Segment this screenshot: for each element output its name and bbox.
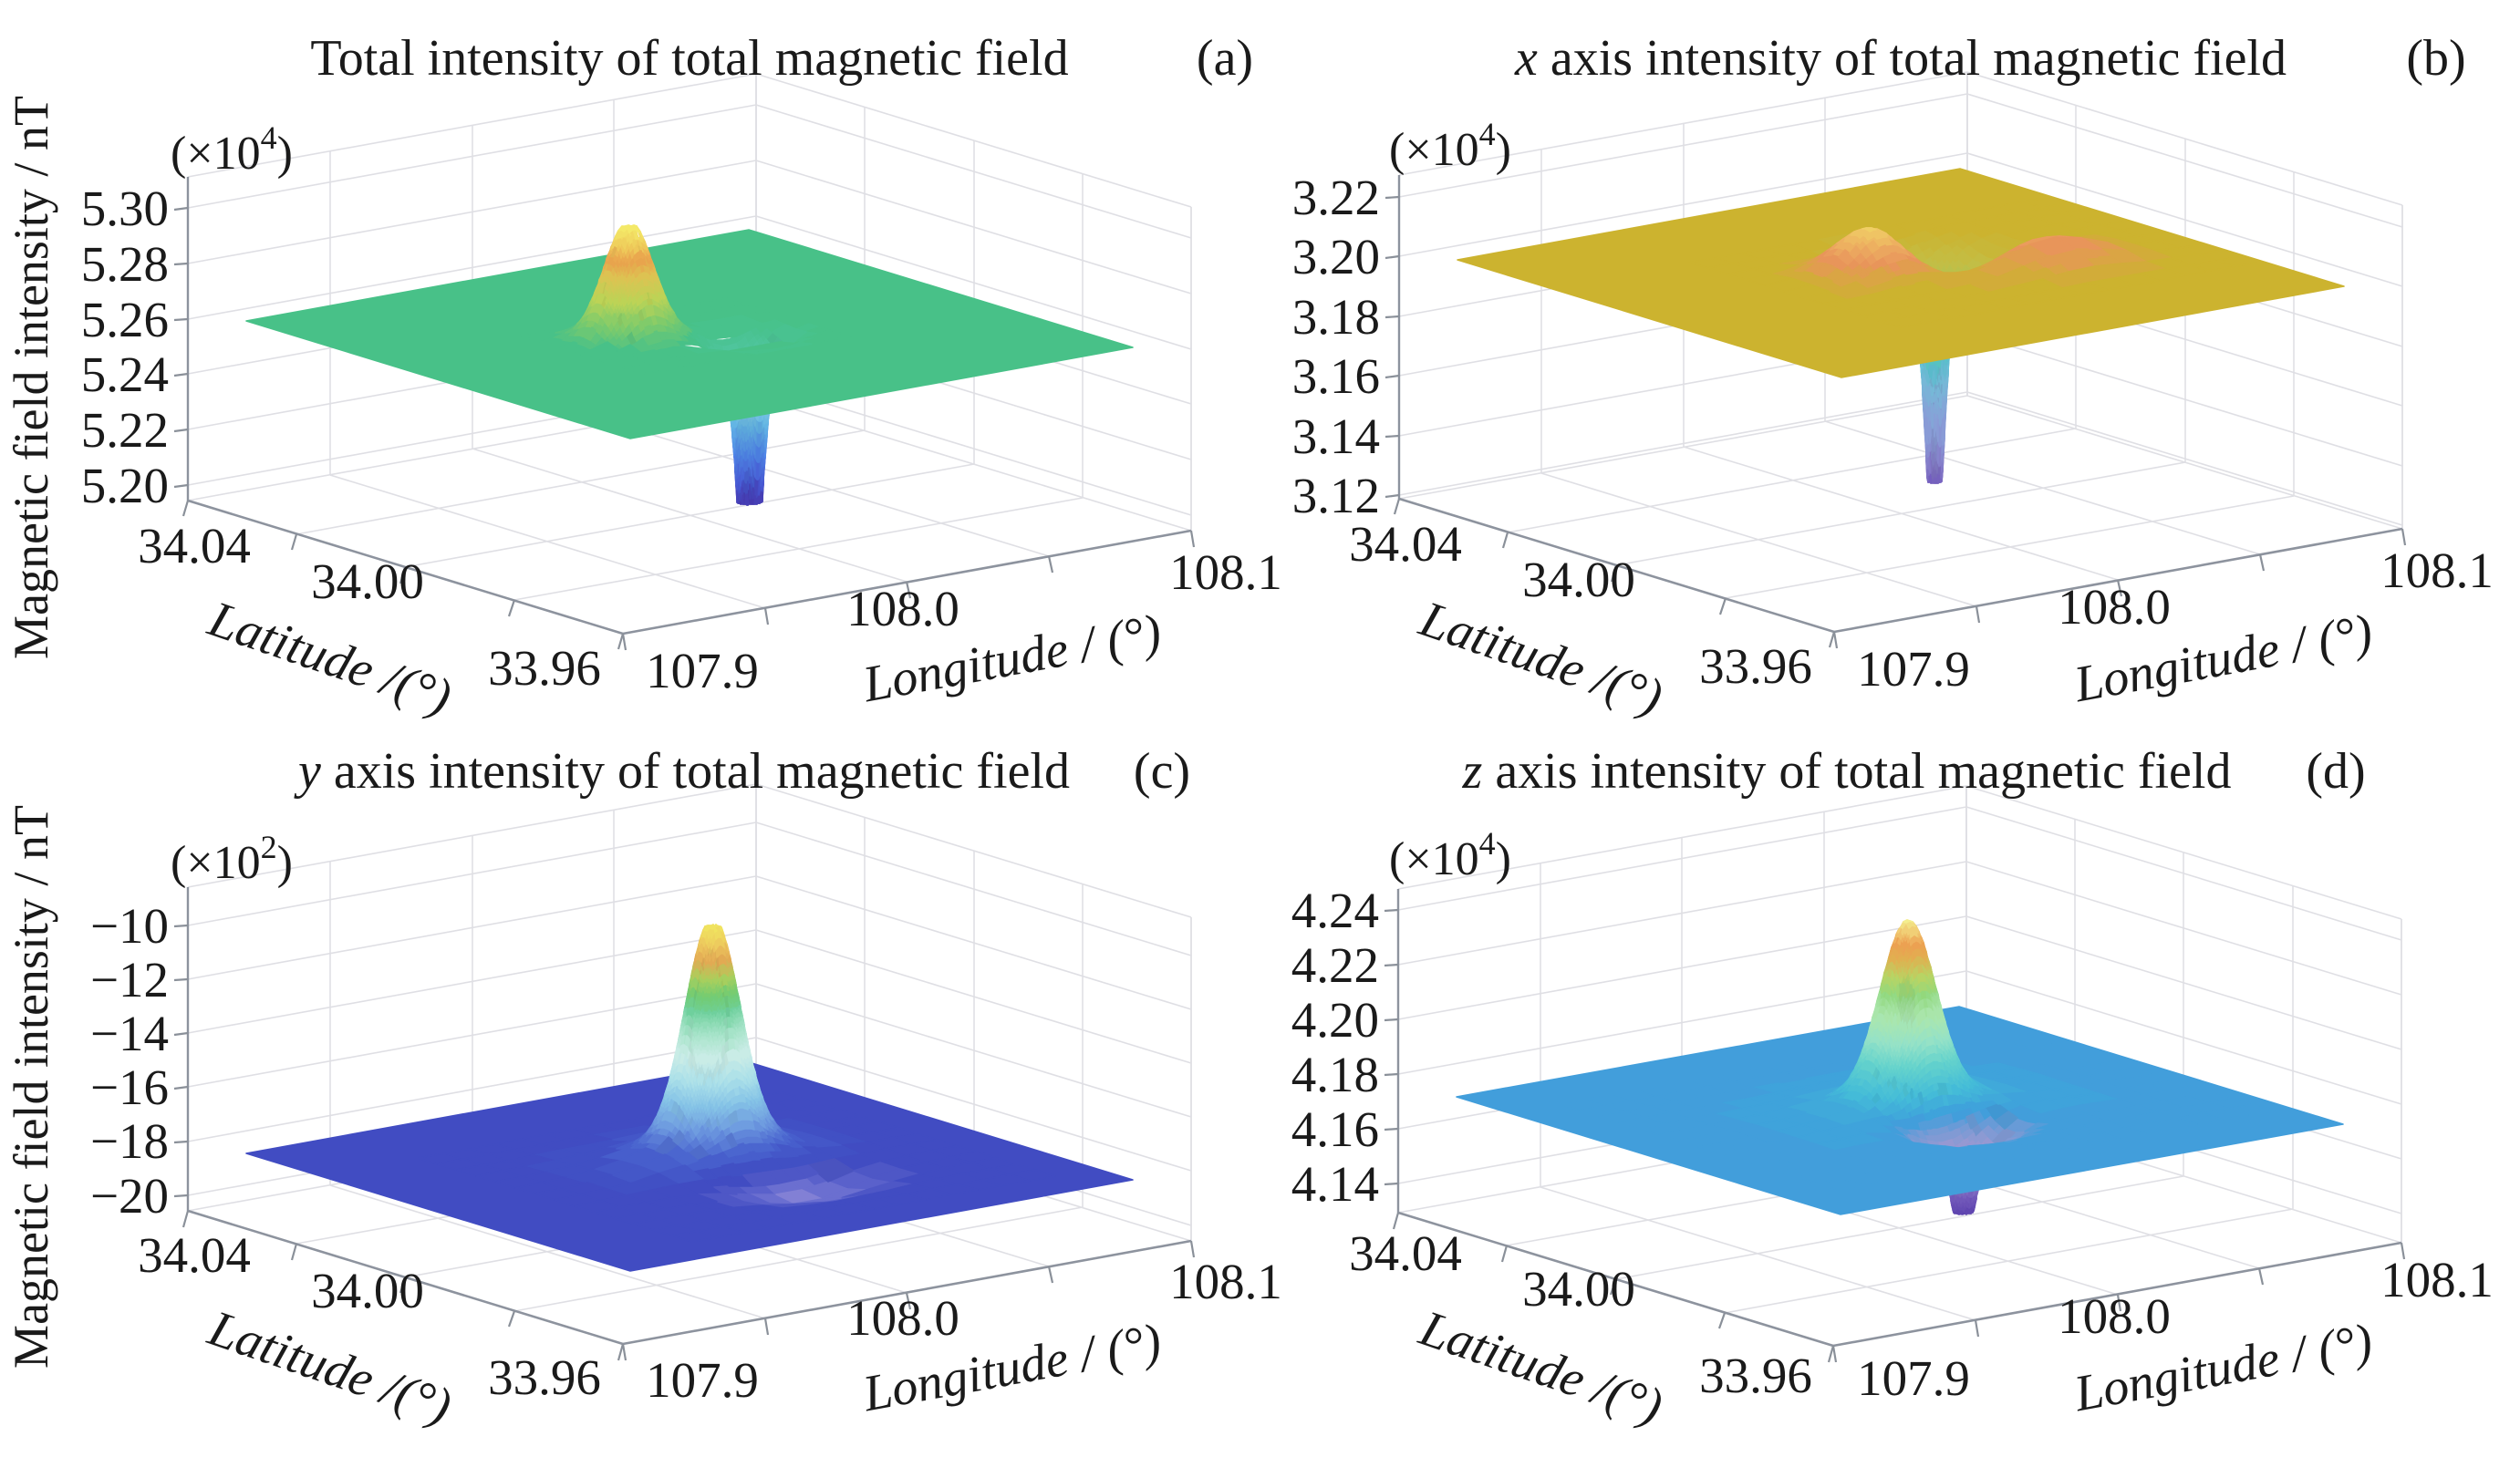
svg-text:−14: −14 [90, 1006, 169, 1061]
svg-text:108.0: 108.0 [846, 581, 959, 636]
svg-text:x axis intensity of total magn: x axis intensity of total magnetic field [1514, 30, 2287, 87]
svg-text:107.9: 107.9 [646, 1352, 759, 1408]
svg-text:4.16: 4.16 [1291, 1101, 1379, 1157]
svg-text:108.0: 108.0 [846, 1290, 959, 1346]
svg-text:107.9: 107.9 [646, 643, 759, 698]
svg-text:−18: −18 [90, 1113, 169, 1169]
svg-text:5.20: 5.20 [81, 458, 169, 513]
svg-text:Magnetic field intensity / nT: Magnetic field intensity / nT [4, 805, 58, 1369]
svg-text:(d): (d) [2306, 743, 2365, 800]
svg-text:4.18: 4.18 [1291, 1047, 1379, 1102]
svg-text:3.14: 3.14 [1292, 408, 1380, 464]
svg-text:4.14: 4.14 [1291, 1156, 1379, 1212]
svg-text:−12: −12 [90, 952, 169, 1008]
svg-text:(a): (a) [1197, 30, 1253, 87]
svg-text:3.22: 3.22 [1292, 170, 1380, 225]
svg-text:34.04: 34.04 [138, 1227, 251, 1283]
svg-text:34.00: 34.00 [1522, 552, 1635, 607]
svg-text:34.00: 34.00 [1522, 1261, 1635, 1317]
svg-text:108.1: 108.1 [2380, 1252, 2494, 1307]
svg-text:z axis intensity of total magn: z axis intensity of total magnetic field [1462, 743, 2232, 800]
svg-text:33.96: 33.96 [488, 640, 601, 696]
svg-text:−16: −16 [90, 1059, 169, 1115]
svg-text:108.1: 108.1 [1169, 1254, 1282, 1309]
svg-text:107.9: 107.9 [1857, 641, 1970, 697]
svg-text:33.96: 33.96 [488, 1349, 601, 1405]
svg-text:3.18: 3.18 [1292, 289, 1380, 345]
svg-text:(c): (c) [1134, 743, 1190, 800]
svg-text:3.16: 3.16 [1292, 348, 1380, 404]
svg-text:34.04: 34.04 [1349, 1225, 1462, 1281]
svg-text:5.26: 5.26 [81, 292, 169, 347]
svg-text:108.0: 108.0 [2058, 579, 2171, 635]
svg-text:34.00: 34.00 [311, 1263, 424, 1318]
svg-text:5.30: 5.30 [81, 181, 169, 236]
svg-text:34.04: 34.04 [1349, 516, 1462, 572]
svg-text:−10: −10 [90, 898, 169, 954]
svg-text:Total intensity of total magne: Total intensity of total magnetic field [310, 30, 1068, 87]
svg-text:34.04: 34.04 [138, 518, 251, 574]
svg-text:5.24: 5.24 [81, 346, 169, 402]
svg-text:5.28: 5.28 [81, 236, 169, 292]
svg-text:4.22: 4.22 [1291, 937, 1379, 993]
svg-text:108.1: 108.1 [1169, 544, 1282, 600]
svg-text:4.20: 4.20 [1291, 992, 1379, 1048]
svg-text:34.00: 34.00 [311, 553, 424, 609]
svg-text:−20: −20 [90, 1168, 169, 1224]
svg-text:y axis intensity of total magn: y axis intensity of total magnetic field [294, 743, 1070, 800]
svg-text:3.12: 3.12 [1292, 468, 1380, 523]
svg-text:33.96: 33.96 [1699, 638, 1812, 694]
svg-text:108.0: 108.0 [2058, 1288, 2171, 1344]
svg-text:33.96: 33.96 [1699, 1348, 1812, 1403]
svg-text:5.22: 5.22 [81, 402, 169, 458]
svg-text:108.1: 108.1 [2380, 542, 2494, 598]
svg-text:Magnetic field intensity / nT: Magnetic field intensity / nT [4, 96, 58, 659]
svg-text:3.20: 3.20 [1292, 229, 1380, 284]
svg-text:(×104): (×104) [1389, 825, 1511, 885]
svg-text:107.9: 107.9 [1857, 1350, 1970, 1406]
svg-text:4.24: 4.24 [1291, 883, 1379, 938]
svg-text:(b): (b) [2406, 30, 2465, 87]
svg-text:(×104): (×104) [171, 119, 293, 180]
